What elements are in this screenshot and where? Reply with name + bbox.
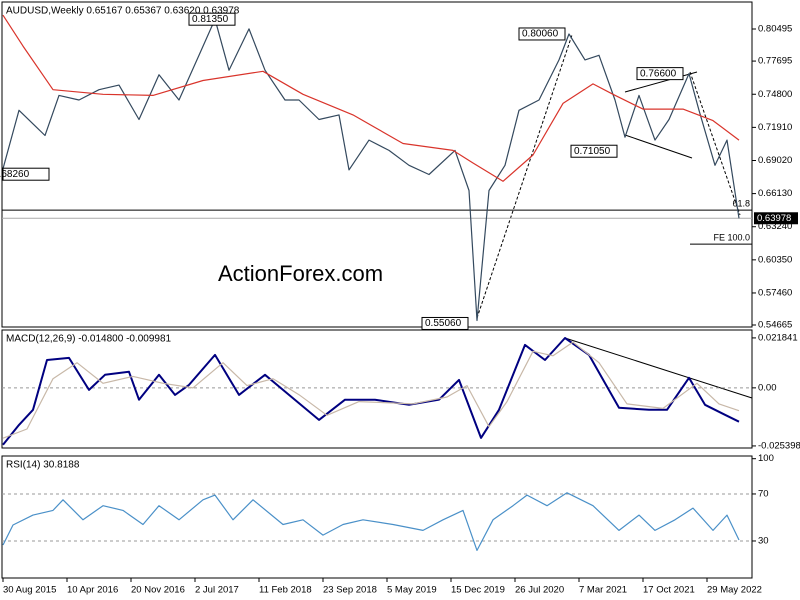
y-tick-label: 0.77695 (758, 56, 792, 67)
price-label: 0.55060 (425, 318, 462, 329)
watermark: ActionForex.com (218, 261, 383, 286)
panel-title: AUDUSD,Weekly 0.65167 0.65367 0.63620 0.… (6, 6, 240, 17)
price-label: 0.76600 (640, 68, 677, 79)
price-label: 0.68260 (0, 169, 30, 180)
y-tick-label: 0.57460 (758, 287, 792, 298)
last-price-label: 0.63978 (757, 213, 791, 224)
x-tick-label: 29 May 2022 (707, 585, 762, 596)
fib-label: FE 100.0 (713, 233, 750, 243)
series-line (2, 341, 740, 439)
dashed-trend (689, 71, 741, 216)
x-tick-label: 7 Mar 2021 (579, 585, 627, 596)
channel-line (624, 134, 693, 159)
macd-panel (1, 329, 753, 449)
price-label-box (570, 144, 618, 158)
fib-label: 61.8 (732, 198, 750, 208)
y-tick-label: 0.00 (758, 382, 777, 393)
macd-trendline (564, 337, 753, 399)
x-tick-label: 30 Aug 2015 (3, 585, 56, 596)
dashed-trend (476, 34, 573, 319)
price-label-box (421, 316, 469, 330)
x-tick-label: 23 Sep 2018 (323, 585, 377, 596)
price-label: 0.81350 (192, 14, 229, 25)
y-tick-label: 0.54665 (758, 320, 792, 331)
y-tick-label: 0.74800 (758, 89, 792, 100)
y-tick-label: 70 (758, 488, 769, 499)
series-line (2, 337, 740, 446)
x-tick-label: 15 Dec 2019 (451, 585, 505, 596)
drawings (476, 34, 753, 399)
price-label-box (518, 27, 566, 41)
series-line (2, 14, 740, 182)
last-price-box (754, 212, 798, 225)
y-tick-label: 0.80495 (758, 24, 792, 35)
price-label-box (2, 167, 50, 181)
y-tick-label: 0.71910 (758, 122, 792, 133)
price-label-box (188, 12, 236, 26)
x-tick-label: 20 Nov 2016 (131, 585, 185, 596)
panel-title: RSI(14) 30.8188 (6, 460, 80, 471)
x-tick-label: 26 Jul 2020 (515, 585, 564, 596)
y-tick-label: 100 (758, 453, 774, 464)
y-tick-label: 30 (758, 535, 769, 546)
rsi-panel (1, 455, 753, 579)
price-label-box (636, 67, 684, 81)
price-label: 0.71050 (574, 146, 611, 157)
y-tick-label: 0.66130 (758, 188, 792, 199)
panel-title: MACD(12,26,9) -0.014800 -0.009981 (6, 334, 172, 345)
x-tick-label: 2 Jul 2017 (195, 585, 239, 596)
series-line (2, 18, 740, 322)
price-panel (1, 1, 753, 328)
x-tick-label: 11 Feb 2018 (259, 585, 312, 596)
x-tick-label: 10 Apr 2016 (67, 585, 118, 596)
y-tick-label: 0.021841 (758, 332, 798, 343)
y-tick-label: 0.63240 (758, 221, 792, 232)
y-tick-label: 0.69020 (758, 155, 792, 166)
y-tick-label: 0.60350 (758, 254, 792, 265)
price-label: 0.80060 (522, 29, 559, 40)
x-tick-label: 17 Oct 2021 (643, 585, 695, 596)
channel-line (624, 71, 698, 93)
series-line (2, 492, 740, 551)
y-tick-label: -0.025398 (758, 440, 800, 451)
x-tick-label: 5 May 2019 (387, 585, 437, 596)
